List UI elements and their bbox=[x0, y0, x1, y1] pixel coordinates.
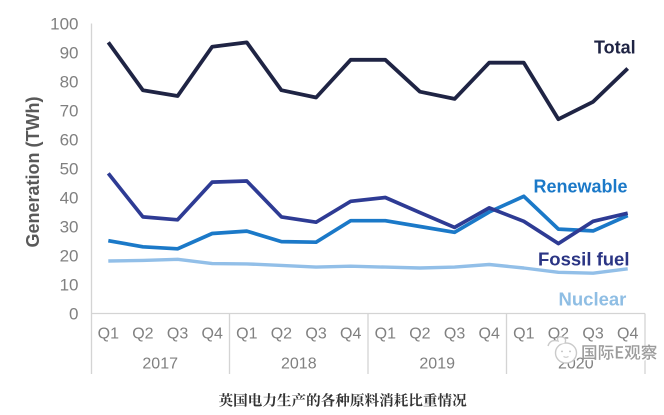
svg-text:Q4: Q4 bbox=[340, 326, 361, 343]
svg-text:40: 40 bbox=[60, 189, 79, 208]
svg-text:2019: 2019 bbox=[419, 356, 455, 373]
svg-text:Nuclear: Nuclear bbox=[559, 289, 627, 310]
svg-text:0: 0 bbox=[69, 305, 78, 324]
svg-text:2018: 2018 bbox=[281, 356, 317, 373]
svg-text:100: 100 bbox=[50, 15, 78, 34]
svg-text:Total: Total bbox=[594, 38, 636, 58]
svg-text:60: 60 bbox=[60, 131, 79, 150]
svg-text:Q4: Q4 bbox=[479, 326, 500, 343]
svg-text:Renewable: Renewable bbox=[534, 177, 628, 197]
svg-text:30: 30 bbox=[60, 218, 79, 237]
svg-text:Q2: Q2 bbox=[409, 326, 430, 343]
svg-text:Q1: Q1 bbox=[236, 326, 257, 343]
svg-text:2017: 2017 bbox=[142, 356, 178, 373]
svg-text:Generation (TWh): Generation (TWh) bbox=[23, 97, 43, 248]
svg-text:Q3: Q3 bbox=[305, 326, 326, 343]
svg-text:Q1: Q1 bbox=[98, 326, 119, 343]
svg-text:Q2: Q2 bbox=[132, 326, 153, 343]
svg-text:Fossil fuel: Fossil fuel bbox=[538, 249, 630, 270]
svg-text:Q4: Q4 bbox=[202, 326, 223, 343]
svg-text:80: 80 bbox=[60, 73, 79, 92]
svg-text:10: 10 bbox=[60, 276, 79, 295]
svg-text:Q3: Q3 bbox=[167, 326, 188, 343]
svg-text:Q2: Q2 bbox=[271, 326, 292, 343]
svg-text:70: 70 bbox=[60, 102, 79, 121]
svg-text:Q1: Q1 bbox=[375, 326, 396, 343]
svg-text:50: 50 bbox=[60, 160, 79, 179]
svg-text:Q3: Q3 bbox=[444, 326, 465, 343]
svg-text:Q3: Q3 bbox=[582, 326, 603, 343]
svg-text:90: 90 bbox=[60, 44, 79, 63]
svg-text:20: 20 bbox=[60, 247, 79, 266]
svg-text:Q4: Q4 bbox=[617, 326, 638, 343]
svg-text:Q1: Q1 bbox=[513, 326, 534, 343]
